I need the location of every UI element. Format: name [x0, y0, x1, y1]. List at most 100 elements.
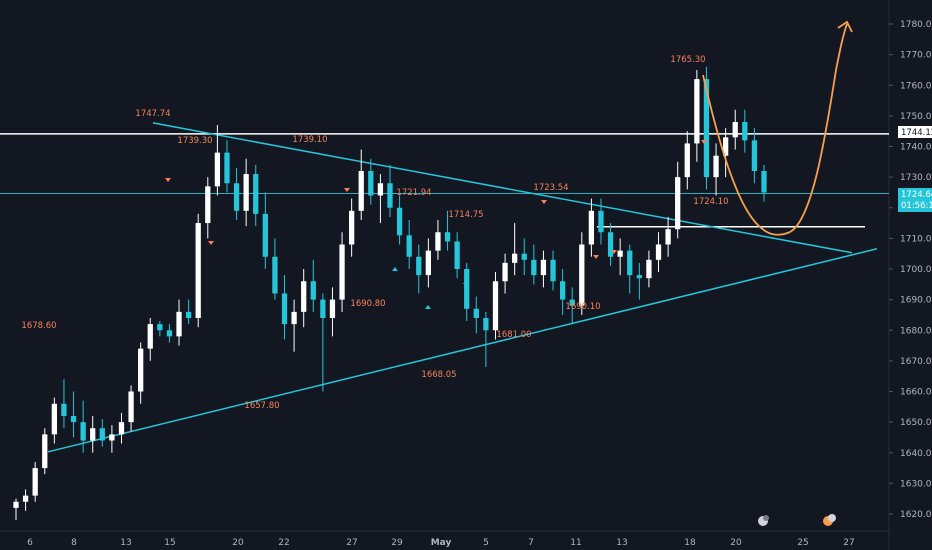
- y-tick-label: 1740.00: [900, 143, 932, 153]
- candlestick-series: [13, 66, 767, 521]
- candle-body: [540, 259, 547, 276]
- y-tick-label: 1680.00: [900, 326, 932, 336]
- horizontal-lines[interactable]: [0, 133, 889, 228]
- signal-marker-icon: [463, 280, 469, 284]
- candle-body: [521, 253, 527, 260]
- candle-body: [627, 250, 633, 276]
- y-tick-label: 1630.00: [900, 479, 932, 489]
- candle-body: [51, 403, 57, 435]
- x-tick-label: 15: [164, 538, 175, 548]
- x-tick-label: 20: [730, 538, 742, 548]
- candle-body: [109, 434, 115, 441]
- candle-body: [253, 174, 259, 214]
- x-tick-label: 7: [528, 538, 534, 548]
- candle-body: [703, 79, 710, 178]
- price-annotation: 1678.60: [21, 321, 56, 331]
- candle-body: [531, 259, 537, 276]
- candle-body: [243, 174, 249, 211]
- candle-body: [157, 324, 163, 331]
- x-tick-label: 13: [120, 538, 131, 548]
- trendline[interactable]: [152, 122, 853, 254]
- candle-body: [42, 434, 48, 469]
- price-annotation: 1657.80: [244, 401, 279, 411]
- candle-body: [272, 256, 278, 294]
- price-annotation: 1714.75: [448, 210, 483, 220]
- y-tick-label: 1760.00: [900, 81, 932, 91]
- x-tick-label: 25: [797, 538, 808, 548]
- y-tick-label: 1670.00: [900, 357, 932, 367]
- projection-arrow[interactable]: [702, 20, 853, 236]
- candle-body: [636, 275, 642, 279]
- candle-body: [435, 232, 441, 251]
- x-tick-label: 27: [346, 538, 357, 548]
- candle-body: [713, 155, 719, 178]
- y-tick-label: 1750.00: [900, 112, 932, 122]
- x-tick-label: May: [431, 538, 452, 548]
- candle-body: [128, 391, 134, 423]
- time-axis[interactable]: 6 8 13 15 20 22 27 29 May 5 7 11 13 18 20 25 27: [27, 538, 855, 548]
- candle-body: [301, 281, 307, 312]
- candle-body: [185, 311, 192, 318]
- candle-body: [723, 137, 729, 156]
- candle-body: [310, 281, 316, 300]
- candle-body: [176, 311, 182, 337]
- candle-body: [377, 183, 384, 196]
- candle-body: [281, 293, 288, 325]
- candle-body: [598, 210, 604, 233]
- y-tick-label: 1770.00: [900, 51, 932, 61]
- current-price-badge-box: [898, 188, 932, 212]
- level-badge-text: 1744.12: [901, 128, 932, 138]
- trendline[interactable]: [47, 248, 878, 453]
- candle-body: [368, 171, 374, 196]
- signal-marker-icon: [392, 267, 398, 271]
- event-icons[interactable]: [758, 514, 836, 526]
- price-annotation: 1690.10: [565, 302, 600, 312]
- level-badge: 1744.12: [898, 126, 932, 138]
- candle-body: [32, 468, 38, 496]
- candle-body: [761, 171, 767, 193]
- candle-body: [684, 143, 690, 178]
- signal-marker-icon: [208, 241, 214, 245]
- candle-body: [406, 235, 412, 257]
- price-annotation: 1724.10: [693, 197, 728, 207]
- x-tick-label: 8: [71, 538, 77, 548]
- price-annotation: 1723.54: [533, 183, 568, 193]
- price-annotation: 1765.30: [670, 55, 705, 65]
- candle-body: [617, 250, 623, 257]
- candle-body: [454, 241, 460, 269]
- x-tick-label: 11: [570, 538, 581, 548]
- candle-body: [80, 422, 86, 441]
- price-annotation: 1747.74: [135, 109, 170, 119]
- candle-body: [502, 262, 508, 282]
- price-annotation: 1668.05: [421, 370, 456, 380]
- candle-body: [732, 122, 738, 138]
- event-icon[interactable]: [828, 514, 836, 522]
- candle-body: [751, 140, 758, 171]
- y-tick-label: 1700.00: [900, 265, 932, 275]
- candle-body: [512, 253, 518, 263]
- candle-body: [233, 183, 240, 211]
- y-tick-label: 1710.00: [900, 234, 932, 244]
- candle-body: [224, 152, 230, 184]
- x-tick-label: 27: [843, 538, 854, 548]
- candle-body: [138, 348, 144, 392]
- projection-curve[interactable]: [702, 23, 848, 236]
- candle-body: [416, 256, 422, 276]
- candle-body: [262, 213, 268, 257]
- trendlines[interactable]: [47, 122, 878, 453]
- candle-body: [742, 122, 748, 141]
- y-tick-label: 1620.00: [900, 510, 932, 520]
- candle-body: [90, 428, 96, 441]
- signal-marker-icon: [425, 305, 431, 309]
- candle-body: [70, 416, 77, 423]
- y-tick-label: 1730.00: [900, 173, 932, 183]
- candle-body: [339, 244, 345, 300]
- event-icon[interactable]: [763, 515, 769, 521]
- x-tick-label: 29: [391, 538, 403, 548]
- price-annotations: 1678.60 1747.74 1739.30 1739.10 1657.80 1721.…: [21, 55, 728, 411]
- x-tick-label: 18: [684, 538, 696, 548]
- candle-body: [320, 299, 326, 318]
- candle-body: [425, 250, 431, 276]
- candle-body: [358, 171, 364, 211]
